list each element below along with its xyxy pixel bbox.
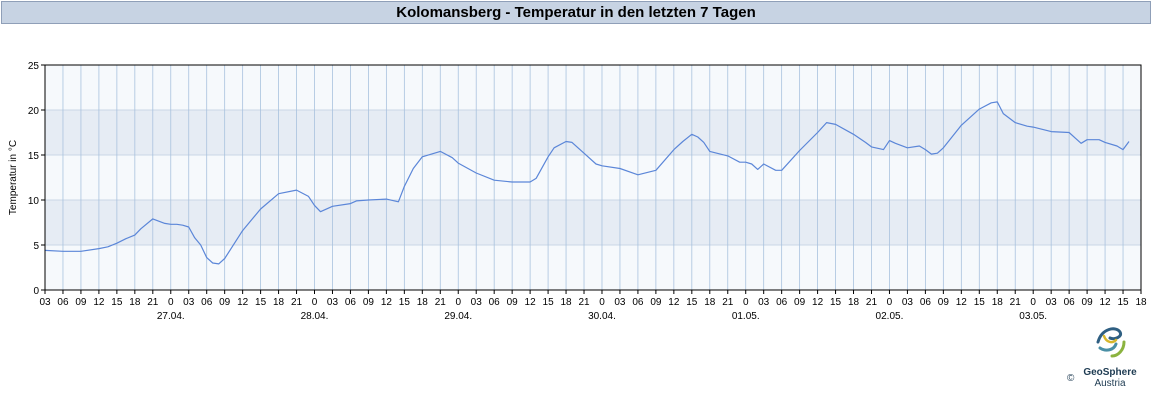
x-tick-label: 09 [650,297,662,308]
x-tick-label: 0 [599,297,605,308]
y-tick-label: 15 [28,151,40,162]
background-bands [45,65,1141,290]
x-date-label: 03.05. [1019,311,1047,322]
x-tick-label: 21 [147,297,159,308]
x-tick-label: 09 [507,297,519,308]
x-tick-label: 15 [686,297,698,308]
y-tick-label: 10 [28,196,40,207]
y-tick-label: 25 [28,61,40,72]
x-date-label: 01.05. [732,311,760,322]
x-tick-label: 03 [614,297,626,308]
x-tick-label: 03 [1046,297,1058,308]
y-tick-label: 5 [33,241,39,252]
x-tick-label: 06 [1064,297,1076,308]
y-axis-label: Temperatur in °C [8,140,19,215]
x-tick-label: 09 [75,297,87,308]
x-tick-label: 09 [219,297,231,308]
x-tick-label: 18 [704,297,716,308]
x-tick-label: 09 [938,297,950,308]
x-tick-label: 12 [812,297,824,308]
x-tick-label: 21 [435,297,447,308]
temperature-series-line-0 [44,101,1130,265]
x-tick-label: 21 [866,297,878,308]
x-tick-label: 09 [363,297,375,308]
x-tick-label: 15 [543,297,555,308]
x-tick-label: 15 [399,297,411,308]
logo-brand-text: GeoSphere [1083,367,1137,378]
geosphere-logo-icon [1096,327,1126,358]
copyright-mark: © [1067,373,1075,384]
x-tick-label: 21 [722,297,734,308]
x-tick-label: 18 [848,297,860,308]
x-tick-label: 12 [93,297,105,308]
x-tick-label: 15 [830,297,842,308]
band-5-10 [45,200,1141,245]
geosphere-logo: GeoSphere Austria [1072,322,1148,389]
x-date-label: 28.04. [301,311,329,322]
x-tick-label: 12 [956,297,968,308]
x-tick-label: 06 [776,297,788,308]
x-tick-label: 06 [920,297,932,308]
x-tick-label: 18 [992,297,1004,308]
chart-title: Kolomansberg - Temperatur in den letzten… [1,1,1151,24]
x-tick-label: 0 [168,297,174,308]
logo-sub-text: Austria [1094,378,1126,389]
x-tick-label: 15 [1117,297,1129,308]
x-tick-label: 12 [1100,297,1112,308]
x-date-label: 02.05. [876,311,904,322]
x-tick-label: 12 [381,297,393,308]
x-tick-label: 18 [129,297,141,308]
x-tick-label: 21 [1010,297,1022,308]
x-tick-label: 15 [255,297,267,308]
x-tick-label: 0 [743,297,749,308]
x-tick-label: 12 [525,297,537,308]
x-tick-label: 0 [455,297,461,308]
x-tick-label: 21 [578,297,590,308]
x-tick-label: 03 [183,297,195,308]
x-tick-label: 15 [974,297,986,308]
x-tick-label: 21 [291,297,303,308]
vertical-gridlines [62,65,1124,290]
y-tick-label: 20 [28,106,40,117]
x-tick-label: 06 [632,297,644,308]
x-date-label: 30.04. [588,311,616,322]
x-tick-label: 12 [237,297,249,308]
y-tick-label: 0 [33,286,39,297]
band-15-20 [45,110,1141,155]
x-tick-label: 09 [794,297,806,308]
x-axis: 03 06 09 12 15 18 21 0 03 06 09 12 15 18 21 0 03 06 09 12 15… [39,290,1147,322]
x-tick-label: 06 [57,297,69,308]
x-tick-label: 0 [887,297,893,308]
x-tick-label: 09 [1082,297,1094,308]
x-tick-label: 03 [39,297,51,308]
x-tick-label: 15 [111,297,123,308]
x-tick-label: 18 [417,297,429,308]
y-axis: 0 5 10 15 20 25 [28,61,45,297]
x-tick-label: 06 [489,297,501,308]
x-date-label: 29.04. [444,311,472,322]
x-date-label: 27.04. [157,311,185,322]
x-tick-label: 03 [902,297,914,308]
x-tick-label: 18 [273,297,285,308]
x-tick-label: 12 [668,297,680,308]
x-tick-label: 18 [1135,297,1147,308]
x-tick-label: 03 [758,297,770,308]
x-tick-label: 06 [201,297,213,308]
x-tick-label: 03 [327,297,339,308]
x-tick-label: 18 [560,297,572,308]
series-layer [44,101,1130,265]
x-tick-label: 0 [1030,297,1036,308]
plot-frame [44,64,1142,291]
x-tick-label: 03 [471,297,483,308]
x-tick-label: 06 [345,297,357,308]
plot-background [45,65,1141,290]
x-tick-label: 0 [312,297,318,308]
